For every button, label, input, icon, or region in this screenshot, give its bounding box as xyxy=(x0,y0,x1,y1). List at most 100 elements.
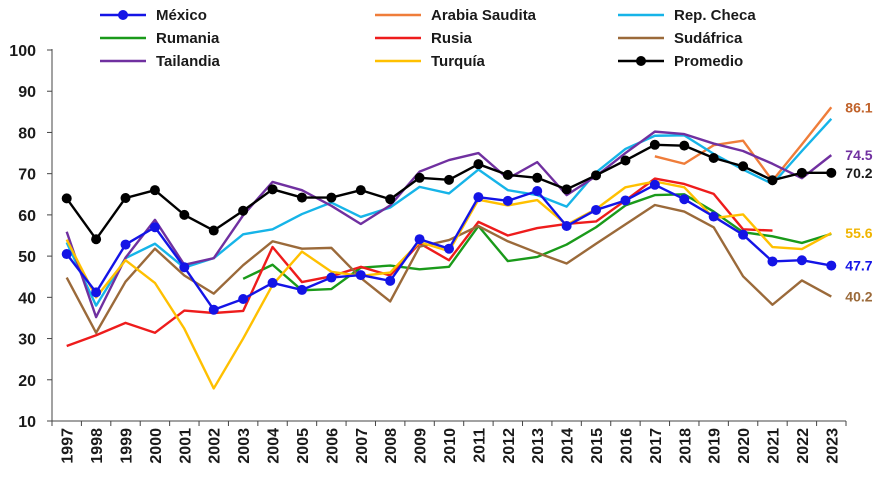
x-tick-label: 2023 xyxy=(824,428,841,464)
x-tick-label: 2006 xyxy=(324,428,341,464)
legend-label: Arabia Saudita xyxy=(431,7,537,24)
y-tick-label: 50 xyxy=(18,249,36,266)
x-tick-label: 2019 xyxy=(707,428,724,464)
legend-entry-rusia: Rusia xyxy=(375,30,473,47)
x-tick-label: 1998 xyxy=(89,428,106,464)
data-point-promedio xyxy=(120,192,131,203)
data-point-mexico xyxy=(296,284,307,295)
x-tick-label: 2010 xyxy=(442,428,459,464)
data-point-promedio xyxy=(91,234,102,245)
x-tick-label: 2016 xyxy=(618,428,635,464)
data-point-mexico xyxy=(91,287,102,298)
x-tick-label: 1997 xyxy=(60,428,77,464)
data-point-promedio xyxy=(326,192,337,203)
data-point-promedio xyxy=(738,161,749,172)
legend: México Arabia Saudita Rep. Checa Rumania Rus… xyxy=(100,7,756,70)
y-tick-label: 100 xyxy=(9,43,36,60)
data-point-mexico xyxy=(120,239,131,250)
series-line-tailandia xyxy=(65,130,833,319)
data-point-mexico xyxy=(444,243,454,254)
x-tick-label: 2003 xyxy=(236,428,253,464)
end-value-label-tailandia: 74.5 xyxy=(845,147,872,163)
data-point-promedio xyxy=(679,140,690,151)
x-tick-label: 2020 xyxy=(736,428,753,464)
axes xyxy=(51,49,846,422)
data-point-mexico xyxy=(620,195,631,206)
data-point-mexico xyxy=(826,260,837,271)
legend-label: Rep. Checa xyxy=(674,7,756,24)
legend-entry-arabia-saudita: Arabia Saudita xyxy=(375,7,537,24)
data-point-mexico xyxy=(385,275,396,286)
data-point-mexico xyxy=(532,185,543,196)
x-tick-label: 2011 xyxy=(471,428,488,463)
y-tick-label: 70 xyxy=(18,167,36,184)
x-tick-label: 2012 xyxy=(501,428,518,464)
data-point-promedio xyxy=(532,172,543,183)
x-tick-label: 2021 xyxy=(765,428,782,464)
legend-entry-promedio: Promedio xyxy=(618,53,743,70)
end-value-label-promedio: 70.2 xyxy=(845,165,872,181)
series-line-rep-checa xyxy=(65,118,833,307)
data-point-mexico xyxy=(238,293,249,304)
data-point-promedio xyxy=(355,185,366,196)
y-tick-label: 40 xyxy=(18,290,36,307)
legend-entry-rep-checa: Rep. Checa xyxy=(618,7,756,24)
x-tick-label: 2009 xyxy=(413,428,430,464)
data-point-mexico xyxy=(149,222,160,233)
legend-entry-turquia: Turquía xyxy=(375,53,486,70)
data-point-promedio xyxy=(649,139,660,150)
y-tick-label: 90 xyxy=(18,84,36,101)
data-point-mexico xyxy=(208,304,219,315)
data-point-promedio xyxy=(444,174,454,185)
legend-label: Sudáfrica xyxy=(674,30,743,47)
data-point-mexico xyxy=(796,255,807,266)
legend-label: Rumania xyxy=(156,30,220,47)
x-tick-label: 2001 xyxy=(177,428,194,464)
data-point-promedio xyxy=(414,172,425,183)
legend-entry-mexico: México xyxy=(100,7,207,24)
data-point-mexico xyxy=(561,221,572,232)
data-point-promedio xyxy=(296,192,307,203)
legend-entry-tailandia: Tailandia xyxy=(100,53,221,70)
data-point-mexico xyxy=(473,192,484,203)
legend-entry-sudafrica: Sudáfrica xyxy=(618,30,743,47)
data-point-mexico xyxy=(679,194,690,205)
x-tick-label: 2015 xyxy=(589,428,606,464)
x-tick-label: 2002 xyxy=(207,428,224,464)
x-tick-label: 2017 xyxy=(648,428,665,464)
end-labels: 86.1 74.5 70.2 55.6 47.7 40.2 xyxy=(845,99,872,304)
x-tick-label: 2013 xyxy=(530,428,547,464)
legend-label: Tailandia xyxy=(156,53,221,70)
data-point-promedio xyxy=(61,193,72,204)
x-tick-label: 2022 xyxy=(795,428,812,464)
end-value-label-arabia-saudita: 86.1 xyxy=(845,99,872,115)
x-tick-label: 2014 xyxy=(560,428,577,464)
data-point-promedio xyxy=(238,205,249,216)
series-line-rumania xyxy=(242,193,832,292)
x-tick-label: 2007 xyxy=(354,428,371,464)
data-point-mexico xyxy=(267,277,278,288)
data-point-promedio xyxy=(385,194,396,205)
x-tick-label: 2000 xyxy=(148,428,165,464)
x-tick-label: 2005 xyxy=(295,428,312,464)
x-tick-label: 1999 xyxy=(119,428,136,464)
data-point-mexico xyxy=(355,270,366,281)
data-point-mexico xyxy=(61,249,72,260)
data-point-mexico xyxy=(649,179,660,190)
legend-label: Promedio xyxy=(674,53,743,70)
legend-marker xyxy=(118,10,128,20)
data-point-promedio xyxy=(208,225,219,236)
data-point-mexico xyxy=(767,256,778,267)
data-point-promedio xyxy=(826,167,837,178)
y-tick-label: 10 xyxy=(18,414,36,431)
series-line-arabia-saudita xyxy=(654,106,833,182)
data-point-mexico xyxy=(326,272,337,283)
data-point-promedio xyxy=(149,185,160,196)
x-axis-ticks: 1997 1998 1999 2000 2001 2002 2003 2004 2005 2006… xyxy=(51,421,847,464)
legend-marker xyxy=(636,56,646,66)
end-value-label-sudafrica: 40.2 xyxy=(845,289,872,305)
data-point-promedio xyxy=(591,170,602,181)
y-tick-label: 80 xyxy=(18,125,36,142)
x-tick-label: 2004 xyxy=(266,428,283,464)
